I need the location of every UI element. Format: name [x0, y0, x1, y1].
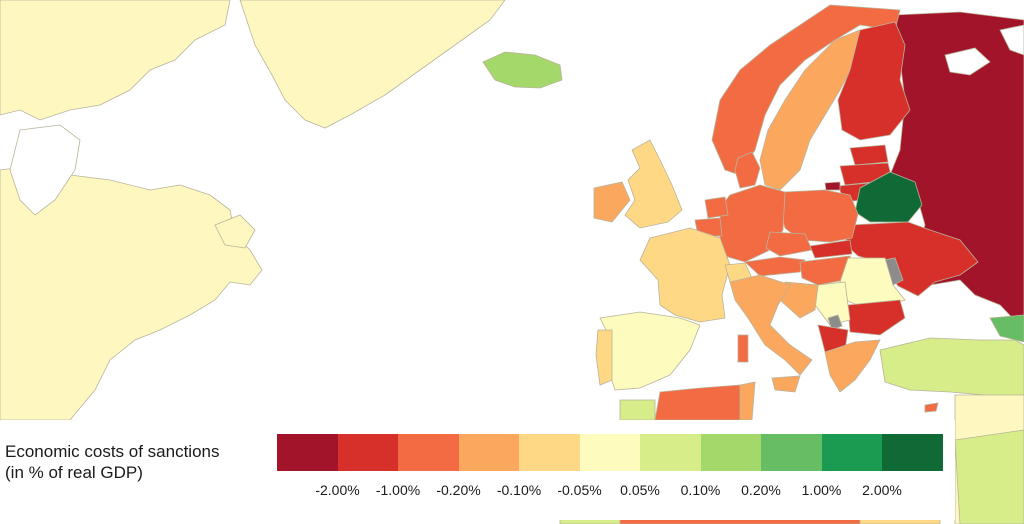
spain — [599, 311, 701, 391]
legend-tick-label: 1.00% — [801, 482, 842, 498]
legend-tick-label: 0.20% — [741, 482, 781, 498]
finland — [837, 21, 911, 141]
legend-tick-label: -0.20% — [436, 482, 481, 498]
legend-swatch-3 — [458, 434, 519, 471]
georgia — [989, 314, 1024, 343]
legend-title-line1: Economic costs of sanctions — [5, 442, 220, 461]
legend-tick-label: -1.00% — [375, 482, 421, 498]
czechia — [765, 231, 813, 257]
austria — [744, 256, 806, 277]
legend-tick-label: -0.10% — [496, 482, 542, 498]
libya — [619, 399, 656, 421]
denmark — [734, 151, 761, 189]
legend-title-line2: (in % of real GDP) — [5, 463, 143, 482]
turkey — [879, 337, 1024, 396]
canadian-arctic-islands — [0, 0, 231, 121]
cyprus — [924, 402, 939, 413]
legend-tick-label: 2.00% — [862, 482, 902, 498]
ukraine — [844, 221, 979, 297]
legend-tick-label: -0.05% — [557, 482, 602, 498]
ireland — [593, 181, 631, 223]
estonia — [849, 144, 889, 166]
france — [639, 227, 731, 323]
legend-swatch-7 — [700, 434, 761, 471]
legend-swatch-1 — [337, 434, 398, 471]
legend-tick-label: -2.00% — [315, 482, 360, 498]
newfoundland — [214, 214, 256, 249]
legend-swatch-4 — [519, 434, 580, 471]
united-kingdom — [624, 139, 683, 229]
iceland — [482, 51, 563, 89]
legend-tick-label: 0.05% — [620, 482, 660, 498]
greenland — [239, 0, 506, 129]
morocco-algeria — [654, 384, 741, 421]
white-sea — [944, 47, 991, 76]
legend-swatch-0 — [277, 434, 338, 471]
egypt-region — [954, 429, 1024, 524]
legend-swatch-5 — [579, 434, 640, 471]
bulgaria — [847, 299, 906, 336]
legend-swatch-2 — [398, 434, 459, 471]
kaliningrad — [824, 181, 841, 191]
tunisia — [739, 381, 756, 421]
legend-swatch-6 — [640, 434, 701, 471]
legend-color-scale — [277, 434, 943, 471]
slovakia — [809, 239, 853, 259]
legend-title: Economic costs of sanctions (in % of rea… — [5, 441, 219, 483]
legend-tick-label: 0.10% — [680, 482, 721, 498]
hudson-bay — [9, 124, 81, 216]
legend-swatch-9 — [821, 434, 882, 471]
kosovo — [827, 314, 843, 331]
legend-swatch-8 — [761, 434, 822, 471]
greece — [824, 339, 881, 393]
sardinia — [737, 334, 749, 363]
norway — [711, 4, 901, 176]
italy — [729, 274, 813, 376]
legend-swatch-10 — [882, 434, 943, 471]
portugal — [595, 329, 613, 386]
kola-coast — [999, 24, 1024, 56]
sicily — [771, 375, 801, 393]
netherlands — [704, 196, 729, 219]
north-america-landmass — [0, 164, 263, 421]
legend-tick-labels: -2.00% -1.00% -0.20% -0.10% -0.05% 0.05% 0.10%… — [0, 482, 1024, 502]
